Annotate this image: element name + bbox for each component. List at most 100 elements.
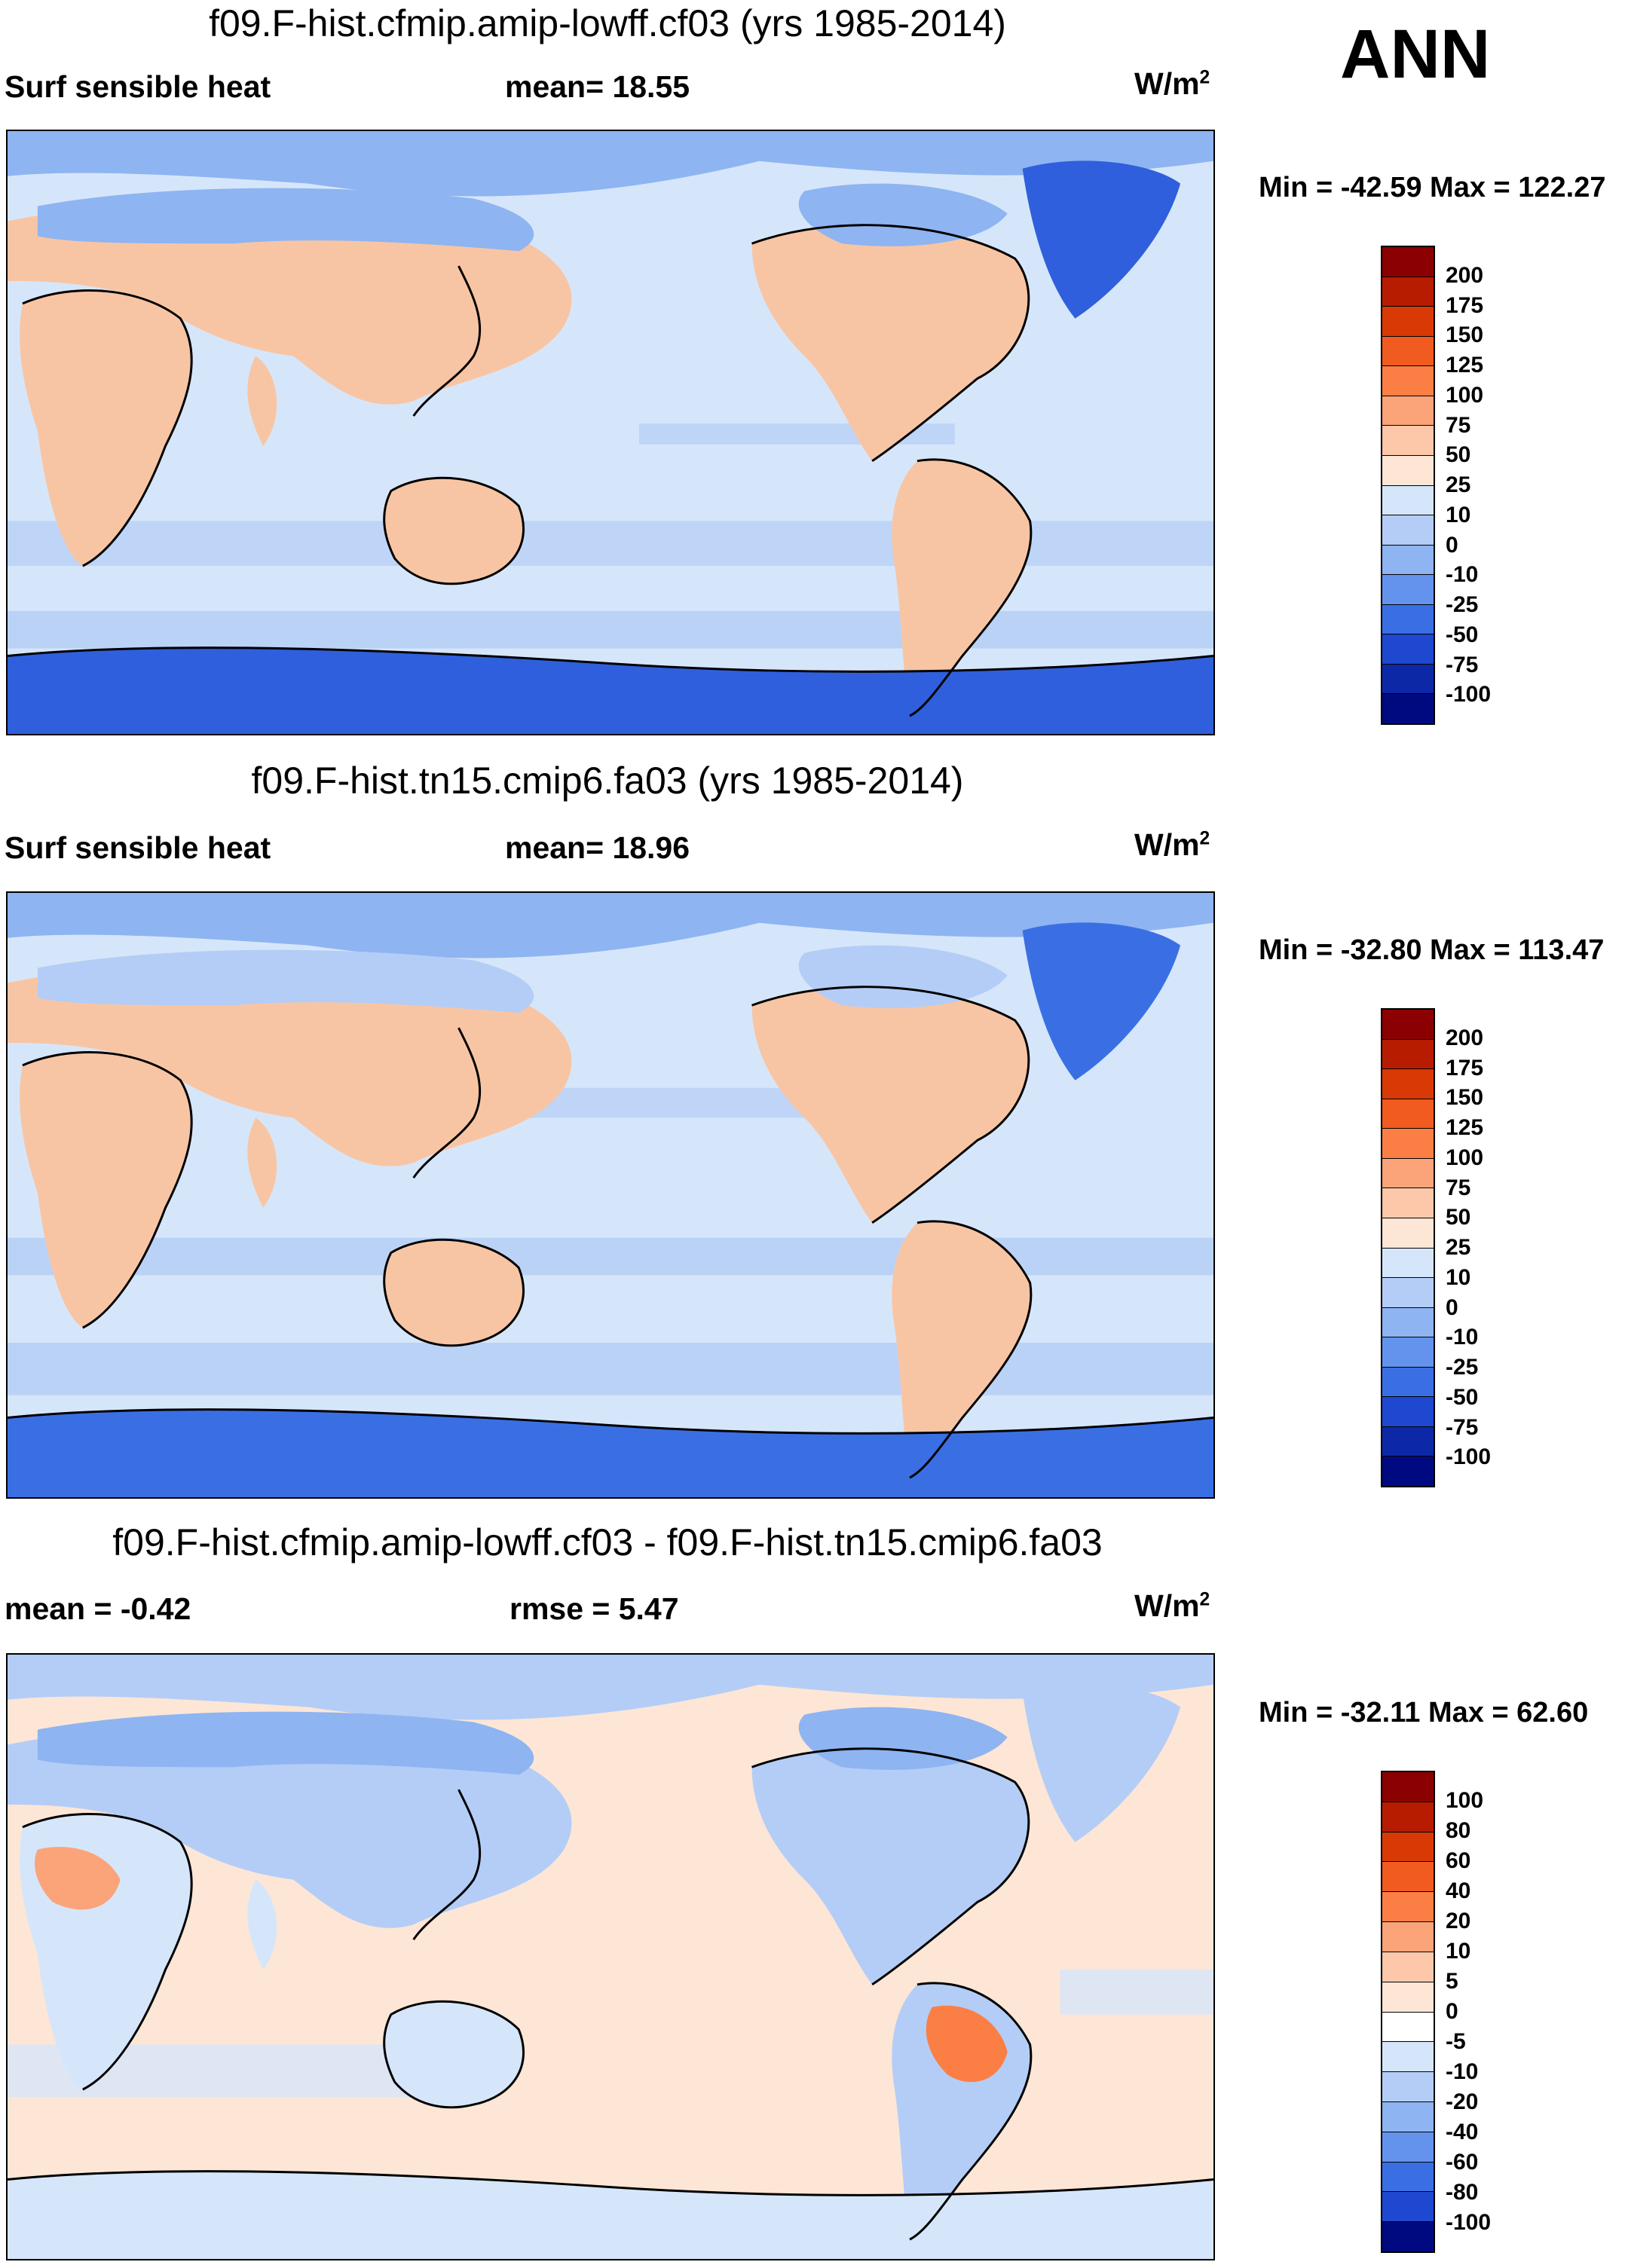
colorbar-swatch xyxy=(1382,2132,1434,2163)
colorbar-swatch xyxy=(1382,1337,1434,1368)
colorbar-label: 60 xyxy=(1446,1848,1471,1873)
panel-3-title: f09.F-hist.cfmip.amip-lowff.cf03 - f09.F… xyxy=(112,1521,1103,1563)
panel-1-min-max: Min = -42.59 Max = 122.27 xyxy=(1259,172,1606,203)
colorbar-swatch xyxy=(1382,1952,1434,1982)
colorbar-swatch xyxy=(1382,1832,1434,1863)
colorbar-swatch xyxy=(1382,694,1434,723)
colorbar-label: 0 xyxy=(1446,1999,1458,2024)
panel-1-variable-label: Surf sensible heat xyxy=(5,69,271,104)
colorbar-swatch xyxy=(1382,1099,1434,1129)
colorbar-label: -20 xyxy=(1446,2089,1479,2114)
colorbar-label: 125 xyxy=(1446,353,1484,377)
season-label: ANN xyxy=(1340,16,1491,93)
colorbar-swatch xyxy=(1382,2162,1434,2193)
colorbar-swatch xyxy=(1382,366,1434,396)
colorbar-swatch xyxy=(1382,515,1434,546)
colorbar-swatch xyxy=(1382,2101,1434,2132)
colorbar-label: -75 xyxy=(1446,1414,1479,1440)
colorbar-label: 5 xyxy=(1446,1969,1458,1994)
colorbar-swatch xyxy=(1382,2042,1434,2073)
colorbar-label: 25 xyxy=(1446,1235,1471,1260)
panel-3-units: W/m2 xyxy=(1134,1588,1210,1623)
panel-1-map xyxy=(6,130,1215,735)
colorbar-label: -100 xyxy=(1446,1444,1492,1470)
colorbar-label: -80 xyxy=(1446,2180,1479,2205)
colorbar-swatch xyxy=(1382,1069,1434,1099)
colorbar-swatch xyxy=(1382,1862,1434,1893)
panel-1-mean-label: mean= 18.55 xyxy=(505,69,690,104)
colorbar-label: 25 xyxy=(1446,472,1471,497)
colorbar-swatch xyxy=(1382,336,1434,367)
colorbar-swatch xyxy=(1382,1307,1434,1338)
colorbar-label: -60 xyxy=(1446,2150,1479,2175)
panel-2-map xyxy=(6,891,1215,1499)
colorbar-swatch xyxy=(1382,396,1434,426)
colorbar-label: 80 xyxy=(1446,1818,1471,1843)
colorbar-label: 20 xyxy=(1446,1909,1471,1933)
colorbar-swatch xyxy=(1382,1802,1434,1832)
colorbar-swatch xyxy=(1382,1982,1434,2013)
colorbar-label: -75 xyxy=(1446,652,1479,677)
panel-3-colorbar xyxy=(1381,1771,1435,2253)
colorbar-label: 10 xyxy=(1446,1264,1471,1290)
colorbar-label: 200 xyxy=(1446,262,1484,288)
colorbar-swatch xyxy=(1382,1158,1434,1189)
colorbar-label: -25 xyxy=(1446,592,1479,617)
colorbar-swatch xyxy=(1382,307,1434,337)
colorbar-label: 75 xyxy=(1446,1175,1471,1200)
panel-2-variable-label: Surf sensible heat xyxy=(5,830,271,865)
colorbar-swatch xyxy=(1382,1218,1434,1249)
colorbar-label: 10 xyxy=(1446,502,1471,527)
colorbar-swatch xyxy=(1382,1129,1434,1159)
colorbar-swatch xyxy=(1382,1772,1434,1802)
panel-3-min-max: Min = -32.11 Max = 62.60 xyxy=(1259,1697,1589,1729)
panel-1-units: W/m2 xyxy=(1134,66,1210,101)
colorbar-label: -10 xyxy=(1446,1325,1479,1350)
colorbar-label: 150 xyxy=(1446,1085,1484,1111)
colorbar-swatch xyxy=(1382,1248,1434,1279)
panel-2-title: f09.F-hist.tn15.cmip6.fa03 (yrs 1985-201… xyxy=(251,760,964,802)
colorbar-label: 50 xyxy=(1446,442,1471,468)
colorbar-swatch xyxy=(1382,1010,1434,1040)
colorbar-swatch xyxy=(1382,664,1434,695)
colorbar-swatch xyxy=(1382,2222,1434,2251)
colorbar-swatch xyxy=(1382,455,1434,486)
colorbar-swatch xyxy=(1382,634,1434,665)
panel-3-rmse-label: rmse = 5.47 xyxy=(510,1591,679,1626)
colorbar-label: -40 xyxy=(1446,2120,1479,2144)
colorbar-label: 0 xyxy=(1446,1294,1458,1320)
colorbar-label: 50 xyxy=(1446,1205,1471,1230)
colorbar-label: 125 xyxy=(1446,1115,1484,1140)
colorbar-swatch xyxy=(1382,1397,1434,1427)
colorbar-swatch xyxy=(1382,1188,1434,1218)
colorbar-swatch xyxy=(1382,2192,1434,2223)
colorbar-label: -5 xyxy=(1446,2029,1466,2054)
colorbar-label: -50 xyxy=(1446,1384,1479,1410)
colorbar-label: -25 xyxy=(1446,1355,1479,1380)
panel-2-mean-label: mean= 18.96 xyxy=(505,830,690,865)
colorbar-label: 175 xyxy=(1446,292,1484,318)
panel-3-map xyxy=(6,1653,1215,2260)
panel-2-colorbar xyxy=(1381,1008,1435,1487)
colorbar-label: 10 xyxy=(1446,1939,1471,1964)
colorbar-swatch xyxy=(1382,426,1434,456)
panel-3-mean-label: mean = -0.42 xyxy=(5,1591,191,1626)
colorbar-swatch xyxy=(1382,247,1434,277)
colorbar-swatch xyxy=(1382,2072,1434,2102)
colorbar-label: -50 xyxy=(1446,622,1479,647)
colorbar-label: 100 xyxy=(1446,1788,1484,1813)
colorbar-label: 150 xyxy=(1446,322,1484,348)
colorbar-swatch xyxy=(1382,545,1434,576)
colorbar-swatch xyxy=(1382,485,1434,516)
colorbar-label: 100 xyxy=(1446,1145,1484,1170)
colorbar-label: -10 xyxy=(1446,2059,1479,2084)
colorbar-label: -100 xyxy=(1446,682,1492,708)
colorbar-swatch xyxy=(1382,2012,1434,2043)
panel-2-units: W/m2 xyxy=(1134,827,1210,862)
colorbar-swatch xyxy=(1382,1892,1434,1923)
colorbar-label: 75 xyxy=(1446,412,1471,438)
colorbar-swatch xyxy=(1382,604,1434,635)
panel-1-colorbar xyxy=(1381,246,1435,725)
panel-2-min-max: Min = -32.80 Max = 113.47 xyxy=(1259,934,1605,966)
colorbar-swatch xyxy=(1382,277,1434,307)
